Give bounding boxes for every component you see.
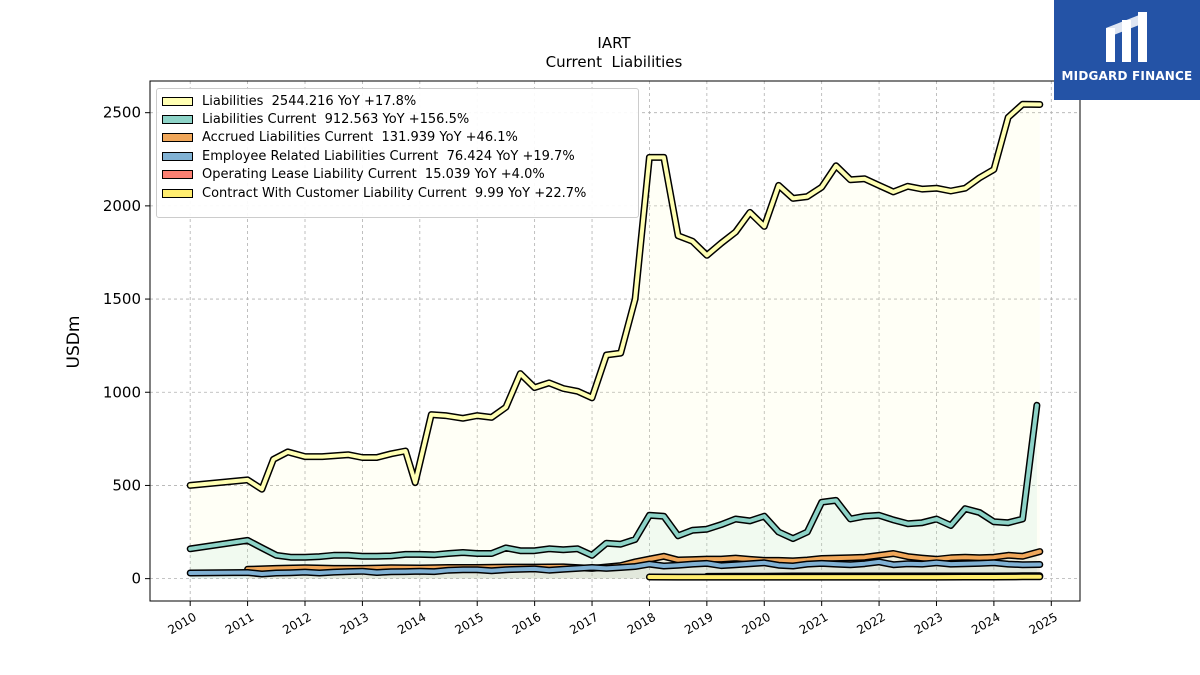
x-tick-label: 2013 — [338, 610, 371, 637]
series-line-0 — [188, 102, 1042, 492]
chart-title: IART — [597, 34, 631, 52]
x-axis: 2010 2011 2012 2013 2014 2015 2016 2017 2018 2019… — [165, 601, 1060, 637]
x-tick-label: 2017 — [567, 610, 600, 637]
brand-name: MIDGARD FINANCE — [1061, 69, 1193, 83]
x-tick-label: 2015 — [452, 610, 485, 637]
y-axis: 0 500 1000 1500 2000 2500 — [103, 104, 150, 588]
y-tick-label: 1500 — [103, 290, 141, 308]
y-tick-label: 2000 — [103, 197, 141, 215]
x-tick-label: 2025 — [1027, 610, 1060, 637]
legend-item: Contract With Customer Liability Current… — [162, 184, 638, 202]
legend-swatch — [162, 188, 193, 198]
legend-label: Operating Lease Liability Current 15.039… — [202, 167, 545, 183]
series-area-1 — [190, 405, 1037, 579]
x-tick-label: 2018 — [625, 610, 658, 637]
legend-item: Employee Related Liabilities Current 76.… — [162, 147, 638, 165]
legend-label: Employee Related Liabilities Current 76.… — [202, 148, 575, 164]
legend-label: Liabilities Current 912.563 YoY +156.5% — [202, 112, 470, 128]
legend-swatch — [162, 133, 193, 143]
chart-subtitle: Current Liabilities — [546, 53, 683, 71]
legend-item: Operating Lease Liability Current 15.039… — [162, 166, 638, 184]
x-tick-label: 2021 — [797, 610, 830, 637]
legend-item: Liabilities Current 912.563 YoY +156.5% — [162, 110, 638, 128]
y-tick-label: 1000 — [103, 383, 141, 401]
series-area-0 — [190, 104, 1040, 579]
legend-swatch — [162, 170, 193, 180]
x-tick-label: 2011 — [223, 610, 256, 637]
series-line-1 — [188, 403, 1039, 560]
brand-mark-icon — [1106, 12, 1147, 62]
x-tick-label: 2019 — [682, 610, 715, 637]
x-tick-label: 2016 — [510, 610, 543, 637]
x-tick-label: 2012 — [280, 610, 313, 637]
legend-label: Liabilities 2544.216 YoY +17.8% — [202, 93, 417, 109]
legend-item: Liabilities 2544.216 YoY +17.8% — [162, 92, 638, 110]
y-axis-label: USDm — [64, 316, 84, 369]
legend-swatch — [162, 96, 193, 106]
x-tick-label: 2023 — [912, 610, 945, 637]
series-line-3 — [188, 559, 1042, 576]
legend: Liabilities 2544.216 YoY +17.8% Liabiliti… — [156, 88, 639, 218]
x-tick-label: 2024 — [969, 610, 1002, 637]
y-tick-label: 500 — [112, 476, 141, 494]
y-tick-label: 2500 — [103, 104, 141, 122]
x-tick-label: 2022 — [854, 610, 887, 637]
y-tick-label: 0 — [131, 570, 141, 588]
brand-logo: MIDGARD FINANCE — [1054, 0, 1200, 100]
plot-frame — [149, 80, 1081, 602]
legend-item: Accrued Liabilities Current 131.939 YoY … — [162, 129, 638, 147]
legend-swatch — [162, 151, 193, 161]
x-tick-label: 2020 — [740, 610, 773, 637]
x-tick-label: 2010 — [165, 610, 198, 637]
legend-label: Contract With Customer Liability Current… — [202, 185, 587, 201]
legend-label: Accrued Liabilities Current 131.939 YoY … — [202, 130, 518, 146]
legend-swatch — [162, 115, 193, 125]
x-tick-label: 2014 — [395, 610, 428, 637]
series-lines — [186, 100, 1044, 581]
